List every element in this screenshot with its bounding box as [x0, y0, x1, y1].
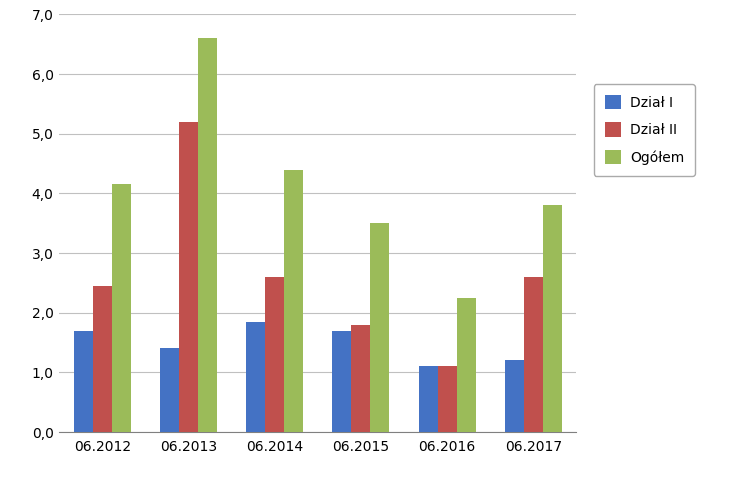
Bar: [74, 331, 93, 432]
Bar: [265, 277, 285, 432]
Bar: [542, 205, 562, 432]
Bar: [179, 122, 198, 432]
Bar: [419, 366, 437, 432]
Legend: Dział I, Dział II, Ogółem: Dział I, Dział II, Ogółem: [593, 84, 695, 176]
Bar: [112, 184, 131, 432]
Bar: [93, 286, 112, 432]
Bar: [198, 38, 217, 432]
Bar: [524, 277, 542, 432]
Bar: [457, 298, 476, 432]
Bar: [352, 324, 370, 432]
Bar: [285, 169, 303, 432]
Bar: [246, 322, 265, 432]
Bar: [505, 360, 524, 432]
Bar: [333, 331, 352, 432]
Bar: [437, 366, 457, 432]
Bar: [370, 223, 389, 432]
Bar: [160, 348, 179, 432]
